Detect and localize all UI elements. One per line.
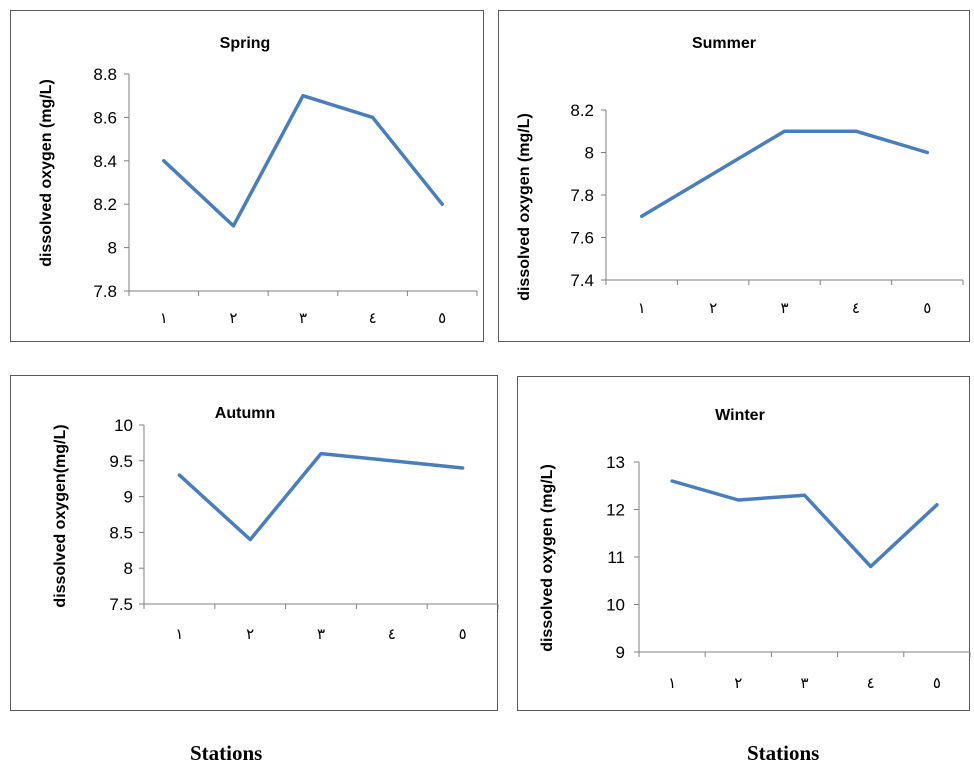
y-tick-label: 8.5 (109, 523, 133, 542)
series-line-summer (639, 129, 930, 218)
x-tick-label: ٣ (299, 309, 307, 327)
y-tick-label: 8 (124, 559, 133, 578)
data-point (736, 498, 740, 502)
y-tick-label: 10 (114, 416, 133, 435)
data-point (162, 159, 166, 163)
x-axis-caption-left: Stations (190, 741, 263, 765)
x-tick-label: ٢ (229, 309, 237, 327)
chart-svg-summer: Summer dissolved oxygen (mg/L) 7.4 7.6 7.8 8 8… (516, 35, 964, 317)
y-tick-label: 11 (607, 548, 625, 567)
x-tick-label: ٢ (734, 674, 742, 692)
x-axis-caption-right: Stations (747, 741, 820, 765)
x-tick-label: ٤ (388, 625, 396, 643)
y-tick-label: 7.6 (570, 229, 594, 248)
y-tick-label: 7.8 (570, 186, 594, 205)
x-tick-label: ٤ (852, 299, 860, 317)
y-axis-label-summer: dissolved oxygen (mg/L) (516, 113, 533, 301)
data-point (301, 94, 305, 98)
y-tick-label: 8.2 (93, 195, 117, 214)
chart-panel-summer: Summer dissolved oxygen (mg/L) 7.4 7.6 7.8 8 8… (498, 10, 970, 342)
x-tick-label: ٤ (867, 674, 875, 692)
series-line-spring (162, 93, 444, 228)
y-tick-label: 8 (108, 239, 117, 258)
data-point (440, 202, 444, 206)
data-point (854, 129, 858, 133)
chart-title-spring: Spring (220, 35, 271, 52)
data-point (461, 466, 465, 470)
chart-panel-winter: Winter dissolved oxygen (mg/L) 9 10 11 12 13 ١ ٢… (517, 376, 971, 711)
x-tick-label: ٥ (933, 674, 941, 692)
y-tick-label: 8 (585, 144, 594, 163)
y-tick-label: 7.8 (93, 282, 117, 301)
y-tick-label: 8.8 (93, 65, 117, 84)
y-axis-label-autumn: dissolved oxygen(mg/L) (52, 424, 69, 607)
data-point (869, 565, 873, 568)
chart-title-summer: Summer (692, 35, 756, 52)
x-tick-label: ٣ (780, 299, 788, 317)
data-point (711, 172, 715, 176)
x-tick-label: ٤ (369, 309, 377, 327)
data-point (925, 151, 929, 154)
y-axis-label-winter: dissolved oxygen (mg/L) (539, 464, 556, 652)
y-axis-label-spring: dissolved oxygen (mg/L) (38, 79, 55, 267)
x-tick-label: ١ (160, 309, 168, 327)
chart-panel-spring: Spring dissolved oxygen (mg/L) 7.8 8 8.2 8.4 8… (10, 10, 484, 342)
data-point (177, 473, 181, 477)
chart-svg-winter: Winter dissolved oxygen (mg/L) 9 10 11 12 13 ١ ٢… (539, 407, 971, 692)
x-tick-label: ٢ (709, 299, 717, 317)
data-point (640, 214, 644, 218)
y-tick-label: 8.2 (570, 101, 594, 120)
x-tick-label: ١ (668, 674, 676, 692)
data-point (783, 129, 786, 133)
x-tick-label: ٥ (438, 309, 446, 327)
chart-svg-autumn: Autumn dissolved oxygen(mg/L) 7.5 8 8.5 9 9.5 1… (52, 405, 499, 643)
series-line-autumn (177, 451, 465, 542)
x-tick-label: ٣ (317, 625, 325, 643)
data-point (371, 115, 375, 119)
x-tick-label: ١ (638, 299, 646, 317)
x-tick-label: ٥ (923, 299, 931, 317)
y-tick-label: 9 (124, 488, 133, 507)
y-tick-label: 12 (606, 501, 625, 520)
y-tick-label: 9 (616, 643, 625, 662)
y-tick-label: 9.5 (109, 452, 133, 471)
y-tick-label: 10 (606, 596, 625, 615)
data-point (231, 224, 235, 228)
data-point (670, 479, 674, 483)
data-point (803, 493, 806, 497)
y-tick-label: 13 (606, 453, 625, 472)
chart-svg-spring: Spring dissolved oxygen (mg/L) 7.8 8 8.2 8.4 8… (38, 35, 478, 327)
chart-panel-autumn: Autumn dissolved oxygen(mg/L) 7.5 8 8.5 9 9.5 1… (10, 375, 499, 711)
x-tick-label: ١ (175, 625, 183, 643)
chart-title-winter: Winter (715, 407, 765, 424)
data-point (390, 459, 394, 463)
chart-title-autumn: Autumn (215, 405, 275, 422)
y-tick-label: 8.6 (93, 108, 117, 127)
x-tick-label: ٢ (246, 625, 254, 643)
y-tick-label: 8.4 (93, 152, 117, 171)
data-point (935, 503, 939, 507)
y-tick-label: 7.5 (109, 595, 133, 614)
data-point (248, 538, 252, 542)
data-point (319, 452, 323, 456)
x-tick-label: ٣ (800, 674, 808, 692)
y-tick-label: 7.4 (570, 271, 594, 290)
x-tick-label: ٥ (459, 625, 467, 643)
